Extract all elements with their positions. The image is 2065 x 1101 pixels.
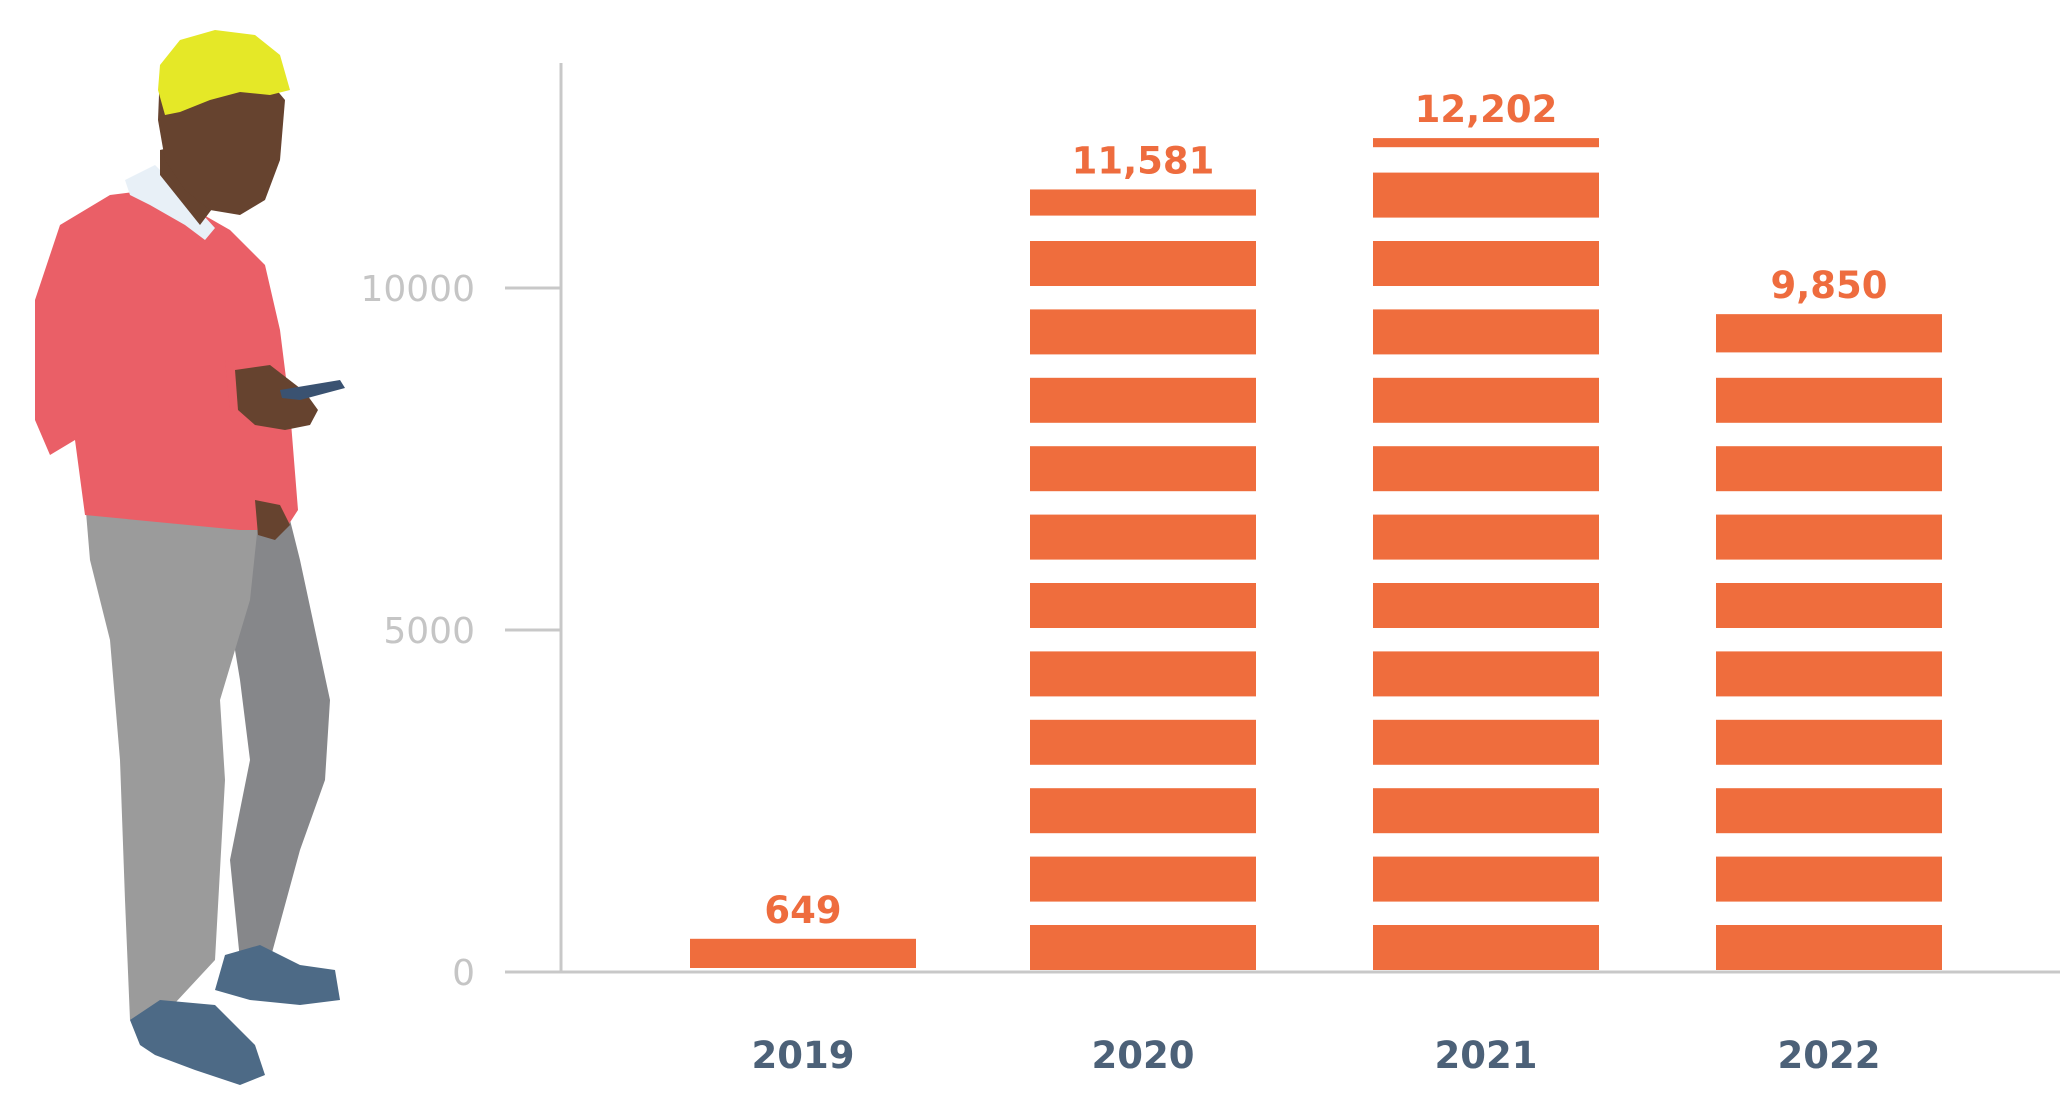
bar-2020 [1030,189,1256,970]
bar-segment [1373,309,1599,355]
bar-segment [1030,856,1256,902]
x-tick-label-2021: 2021 [1435,1034,1538,1077]
bar-segment [1373,719,1599,765]
y-tick-label: 0 [452,953,475,994]
bar-segment [1373,241,1599,286]
bar-segment [1716,514,1942,560]
bar-segment [1030,925,1256,970]
bar-segment [1373,172,1599,218]
bar-segment [1716,788,1942,834]
bar-segment [1030,719,1256,765]
bar-segment [1716,377,1942,423]
bar-segment [1373,583,1599,628]
x-tick-label-2020: 2020 [1092,1034,1195,1077]
value-label-2022: 9,850 [1770,264,1887,307]
bar-segment [1373,377,1599,423]
bar-segment [1716,446,1942,492]
bar-segment [1030,514,1256,560]
value-labels: 649 11,581 12,202 9,850 [764,88,1887,932]
bar-segment [1716,583,1942,628]
bar-segment [1716,719,1942,765]
bar-segment [1030,788,1256,834]
bar-segment [1716,925,1942,970]
value-label-2021: 12,202 [1415,88,1558,131]
bar-segment [690,938,916,968]
bar-segment [1030,309,1256,355]
person-with-phone-icon [35,30,345,1085]
value-label-2020: 11,581 [1072,139,1215,182]
bar-segment [1373,138,1599,148]
bar-segment [1373,446,1599,492]
bar-2022 [1716,314,1942,970]
bar-segment [1030,377,1256,423]
value-label-2019: 649 [764,889,841,932]
bar-2021 [1373,138,1599,970]
x-tick-label-2019: 2019 [752,1034,855,1077]
bar-segment [1373,925,1599,970]
bar-segment [1716,651,1942,697]
x-tick-label-2022: 2022 [1778,1034,1881,1077]
bar-segment [1373,856,1599,902]
x-axis-labels: 2019 2020 2021 2022 [752,1034,1881,1077]
bar-segment [1716,856,1942,902]
y-tick-label: 10000 [360,269,475,310]
bar-segment [1716,314,1942,353]
chart-axes [505,63,2060,974]
bar-segment [1030,241,1256,286]
y-tick-label: 5000 [383,611,475,652]
bar-series [690,138,1942,970]
bar-segment [1373,514,1599,560]
bar-segment [1373,788,1599,834]
bar-segment [1030,651,1256,697]
bar-2019 [690,938,916,968]
y-axis-ticks: 0 5000 10000 [360,269,561,994]
bar-segment [1373,651,1599,697]
bar-segment [1030,189,1256,216]
bar-segment [1030,446,1256,492]
bar-segment [1030,583,1256,628]
